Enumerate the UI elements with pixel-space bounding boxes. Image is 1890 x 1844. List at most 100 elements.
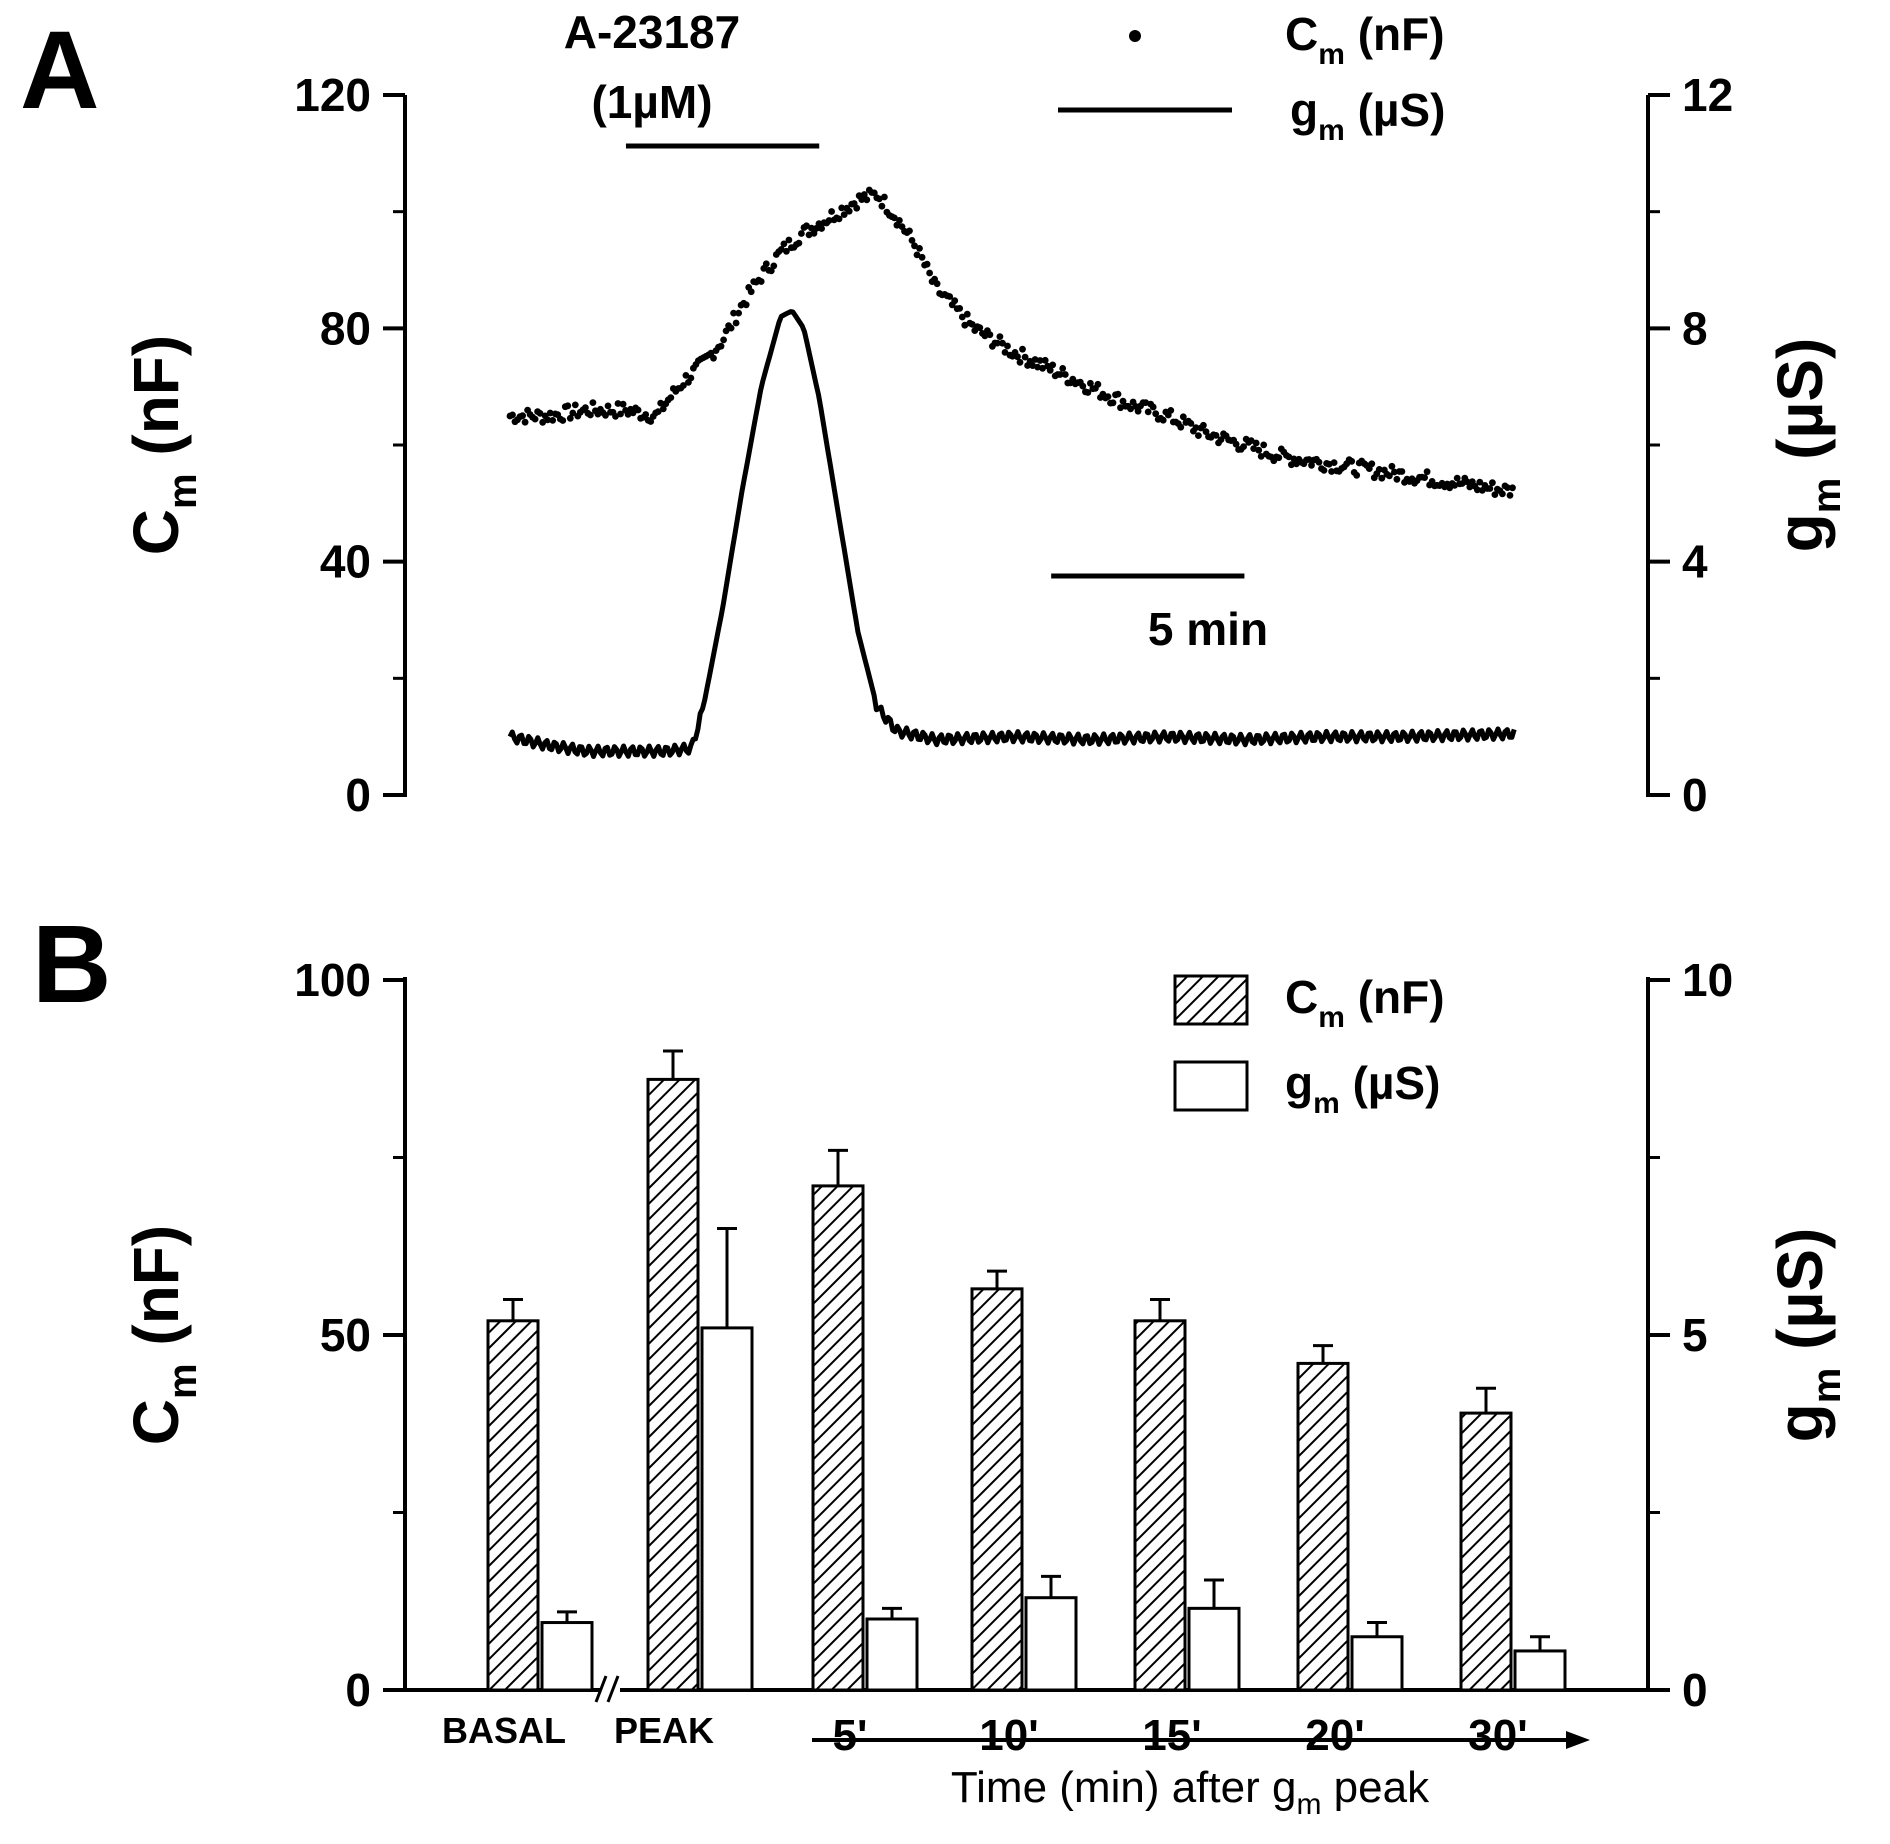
panel-a-letter: A	[20, 9, 99, 132]
cm-data-point	[808, 224, 815, 232]
cm-data-point	[1059, 365, 1067, 372]
cm-data-point	[1167, 407, 1175, 414]
cm-data-point	[906, 227, 913, 235]
cm-data-point	[659, 405, 667, 413]
cm-data-point	[1152, 410, 1160, 418]
cm-data-point	[1421, 474, 1428, 481]
panel-b-left-axis-tick-label: 0	[345, 1664, 371, 1716]
cm-data-point	[1320, 467, 1328, 474]
cm-data-point	[1217, 436, 1225, 443]
category-label: 5'	[833, 1711, 868, 1760]
panel-a-left-axis-tick-label: 120	[294, 69, 371, 121]
panel-b-left-ticks: 0 50 100	[294, 954, 405, 1716]
gm-bar	[1513, 1649, 1567, 1692]
cm-data-point	[667, 394, 675, 401]
cm-data-point	[946, 293, 954, 300]
cm-data-point	[1119, 397, 1127, 405]
cm-data-point	[1308, 461, 1315, 469]
cm-data-point	[1288, 461, 1295, 469]
cm-data-point	[687, 374, 695, 382]
panel-a-gm-series-line	[507, 309, 1517, 759]
gm-bar	[865, 1617, 919, 1692]
cm-data-point	[1240, 443, 1247, 450]
gm-bar	[1350, 1635, 1404, 1692]
legend-cm-dot-marker	[1129, 30, 1141, 42]
panel-a-right-axis-tick-label: 0	[1682, 769, 1708, 821]
panel-b-right-axis-tick-label: 10	[1682, 954, 1733, 1006]
cm-data-point	[835, 215, 843, 223]
panel-a-left-axis-title: Cm (nF)	[120, 335, 205, 555]
cm-data-point	[933, 280, 941, 288]
legend-b-cm-label: Cm (nF)	[1285, 971, 1445, 1034]
cm-data-point	[747, 288, 755, 296]
panel-a-left-axis-tick-label: 0	[345, 769, 371, 821]
cm-data-point	[777, 246, 785, 253]
cm-data-point	[730, 309, 737, 317]
cm-data-point	[1016, 358, 1024, 366]
cm-data-point	[742, 301, 750, 309]
panel-b-left-axis-tick-label: 100	[294, 954, 371, 1006]
cm-data-point	[923, 260, 931, 268]
panel-a-left-axis-tick-label: 80	[320, 302, 371, 354]
panel-b-right-axis-tick-label: 0	[1682, 1664, 1708, 1716]
cm-data-point	[519, 412, 526, 420]
panel-b-right-axis-title: gm (µS)	[1764, 1228, 1849, 1443]
cm-data-point	[1001, 349, 1009, 356]
cm-data-point	[1398, 468, 1406, 475]
cm-data-point	[818, 225, 825, 232]
legend-b-gm-label: gm (µS)	[1285, 1057, 1440, 1120]
cm-data-point	[521, 418, 529, 426]
cm-data-point	[913, 251, 921, 259]
cm-data-point	[1149, 403, 1157, 411]
cm-data-point	[1257, 453, 1265, 460]
cm-data-point	[1200, 421, 1207, 429]
legend-gm-open-swatch	[1173, 1060, 1249, 1112]
cm-data-point	[720, 336, 727, 344]
cm-data-point	[1305, 456, 1313, 463]
cm-data-point	[1489, 479, 1496, 487]
cm-data-point	[908, 237, 916, 244]
panel-a-left-axis-tick-label: 40	[320, 536, 371, 588]
category-label: PEAK	[614, 1710, 714, 1751]
cm-data-point	[1328, 468, 1335, 475]
panel-b-right-axis-tick-label: 5	[1682, 1309, 1708, 1361]
cm-data-point	[509, 411, 516, 419]
category-label: 30'	[1468, 1711, 1527, 1760]
cm-data-point	[634, 406, 642, 414]
cm-data-point	[994, 339, 1001, 347]
cm-data-point	[918, 253, 926, 261]
legend-gm-label: gm (µS)	[1290, 84, 1445, 147]
cm-data-point	[1079, 382, 1087, 390]
panel-b-letter: B	[32, 903, 111, 1026]
panel-a-right-axis-tick-label: 12	[1682, 69, 1733, 121]
cm-data-point	[587, 411, 594, 419]
cm-data-point	[1275, 454, 1283, 462]
cm-data-point	[840, 211, 848, 219]
cm-data-point	[589, 399, 597, 406]
cm-data-point	[785, 236, 793, 244]
cm-data-point	[571, 401, 579, 409]
cm-data-point	[845, 207, 853, 215]
cm-data-point	[1084, 389, 1092, 396]
cm-data-point	[911, 242, 918, 250]
cm-bar	[1296, 1361, 1350, 1692]
panel-a: A A-23187 (1µM) Cm (nF) gm (µS) 04080120…	[20, 6, 1849, 821]
cm-data-point	[1315, 458, 1323, 466]
cm-data-point	[1046, 366, 1054, 374]
cm-data-point	[727, 324, 735, 332]
cm-data-point	[1179, 413, 1187, 421]
category-label: 20'	[1305, 1711, 1364, 1760]
category-label: BASAL	[442, 1710, 566, 1751]
cm-data-point	[1014, 353, 1021, 361]
cm-data-point	[896, 217, 903, 224]
panel-a-legend: Cm (nF) gm (µS)	[1058, 8, 1445, 147]
gm-bar	[700, 1326, 754, 1692]
cm-data-point	[1499, 490, 1506, 498]
cm-data-point	[1117, 404, 1124, 412]
cm-data-point	[1104, 393, 1112, 400]
cm-data-point	[1391, 468, 1398, 476]
cm-data-point	[1252, 439, 1260, 447]
cm-data-point	[780, 240, 788, 248]
cm-data-point	[657, 399, 665, 407]
panel-a-cm-series	[506, 186, 1516, 499]
